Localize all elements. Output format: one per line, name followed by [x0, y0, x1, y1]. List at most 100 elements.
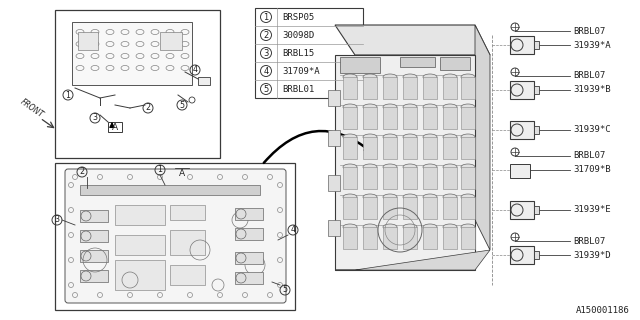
Bar [510, 81, 534, 99]
Bar [423, 137, 437, 159]
Bar [461, 77, 475, 99]
Bar [80, 210, 108, 222]
Ellipse shape [461, 104, 475, 110]
Text: BRBL07: BRBL07 [573, 236, 605, 245]
Bar [115, 260, 165, 290]
Ellipse shape [363, 224, 377, 230]
Ellipse shape [423, 134, 437, 140]
Bar [443, 137, 457, 159]
Bar [328, 90, 340, 106]
Bar [108, 122, 122, 132]
Ellipse shape [443, 74, 457, 80]
Bar [363, 77, 377, 99]
Bar [510, 36, 534, 54]
Bar [403, 167, 417, 189]
Text: 2: 2 [145, 103, 150, 113]
Bar [461, 137, 475, 159]
Bar [170, 265, 205, 285]
Text: 2: 2 [79, 167, 84, 177]
Text: BRBL01: BRBL01 [282, 84, 314, 93]
Bar [461, 197, 475, 219]
Bar [510, 164, 530, 178]
Bar [340, 57, 380, 73]
Bar [55, 10, 220, 158]
Text: 31709*A: 31709*A [282, 67, 319, 76]
Bar [78, 32, 98, 50]
Ellipse shape [403, 224, 417, 230]
Ellipse shape [363, 164, 377, 170]
Bar [423, 197, 437, 219]
Polygon shape [335, 25, 490, 55]
Ellipse shape [443, 134, 457, 140]
Text: 1: 1 [264, 12, 269, 21]
Bar [115, 205, 165, 225]
Bar [423, 77, 437, 99]
Ellipse shape [403, 194, 417, 200]
Ellipse shape [461, 134, 475, 140]
Bar [363, 137, 377, 159]
Bar [115, 235, 165, 255]
Text: 5: 5 [282, 285, 287, 294]
Ellipse shape [461, 164, 475, 170]
FancyBboxPatch shape [65, 169, 286, 303]
Bar [534, 41, 539, 49]
Ellipse shape [383, 104, 397, 110]
Text: BRBL07: BRBL07 [573, 71, 605, 81]
Bar [363, 197, 377, 219]
Text: 3: 3 [263, 49, 269, 58]
Text: 1: 1 [157, 165, 163, 174]
Polygon shape [335, 55, 475, 270]
Ellipse shape [443, 224, 457, 230]
Text: 31939*C: 31939*C [573, 125, 611, 134]
Ellipse shape [383, 74, 397, 80]
Text: 5: 5 [264, 84, 269, 93]
Ellipse shape [363, 134, 377, 140]
Bar [343, 197, 357, 219]
Bar [328, 220, 340, 236]
Ellipse shape [423, 194, 437, 200]
Text: BRBL07: BRBL07 [573, 151, 605, 161]
Ellipse shape [443, 194, 457, 200]
Ellipse shape [343, 104, 357, 110]
Ellipse shape [343, 164, 357, 170]
Bar [403, 197, 417, 219]
Bar [383, 137, 397, 159]
Ellipse shape [343, 224, 357, 230]
Bar [383, 197, 397, 219]
Text: 4: 4 [193, 66, 198, 75]
Bar [403, 227, 417, 249]
Ellipse shape [383, 194, 397, 200]
Bar [403, 77, 417, 99]
Polygon shape [475, 25, 490, 250]
Text: 3: 3 [93, 114, 97, 123]
Ellipse shape [403, 164, 417, 170]
Bar [461, 227, 475, 249]
Bar [255, 8, 363, 98]
Text: 30098D: 30098D [282, 30, 314, 39]
Bar [510, 121, 534, 139]
Text: 31705: 31705 [120, 0, 155, 2]
Bar [235, 208, 263, 220]
Text: 4: 4 [291, 226, 296, 235]
Bar [175, 168, 189, 178]
Ellipse shape [443, 164, 457, 170]
Bar [328, 130, 340, 146]
Bar [363, 167, 377, 189]
Text: 1: 1 [65, 91, 70, 100]
Bar [80, 270, 108, 282]
Bar [80, 250, 108, 262]
Bar [443, 77, 457, 99]
Text: 31939*E: 31939*E [573, 205, 611, 214]
Ellipse shape [343, 194, 357, 200]
Bar [400, 57, 435, 67]
Text: A: A [179, 169, 185, 178]
Ellipse shape [423, 224, 437, 230]
Bar [328, 175, 340, 191]
Text: 31709*B: 31709*B [573, 165, 611, 174]
Ellipse shape [403, 104, 417, 110]
Bar [383, 107, 397, 129]
Text: 2: 2 [264, 30, 269, 39]
Polygon shape [72, 22, 192, 85]
Ellipse shape [383, 164, 397, 170]
Bar [534, 126, 539, 134]
